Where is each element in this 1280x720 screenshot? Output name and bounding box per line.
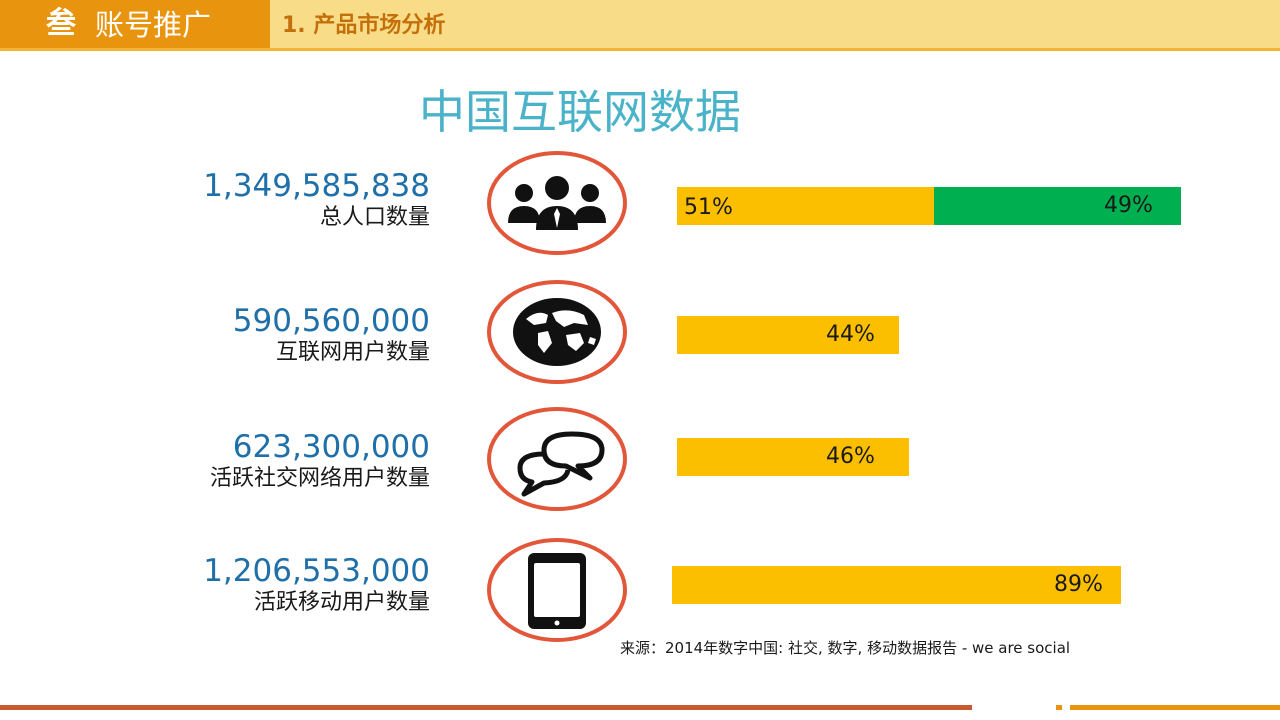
chart-title: 中国互联网数据 (419, 85, 741, 139)
bar-male-share (677, 187, 935, 225)
bar-label-44: 44% (826, 322, 875, 347)
header-left-block (0, 0, 270, 48)
stat-number: 1,206,553,000 (203, 553, 430, 589)
stat-number: 623,300,000 (232, 429, 430, 465)
bar-label-51: 51% (684, 195, 733, 220)
header-underline (0, 48, 1280, 51)
stat-number: 1,349,585,838 (203, 168, 430, 204)
bar-internet-share (677, 316, 899, 354)
bar-social-share (677, 438, 909, 476)
chat-bubbles-icon (487, 407, 627, 511)
bar-mobile-share (672, 566, 1121, 604)
stat-label: 总人口数量 (319, 205, 430, 230)
footer-line-right (1070, 705, 1280, 710)
stat-social-users: 623,300,000 活跃社交网络用户数量 (210, 429, 430, 493)
source-note: 来源：2014年数字中国: 社交, 数字, 移动数据报告 - we are so… (620, 639, 1071, 657)
bar-label-49: 49% (1104, 193, 1153, 218)
section-title: 账号推广 (95, 8, 212, 42)
header-right-block (270, 0, 1280, 48)
stat-label: 活跃移动用户数量 (253, 590, 430, 615)
stat-label: 互联网用户数量 (275, 340, 430, 365)
bar-female-share (934, 187, 1181, 225)
stat-mobile-users: 1,206,553,000 活跃移动用户数量 (203, 553, 430, 617)
header-bar: 叁 账号推广 1. 产品市场分析 (0, 0, 1280, 51)
stat-internet-users: 590,560,000 互联网用户数量 (233, 303, 430, 367)
bar-label-89: 89% (1054, 572, 1103, 597)
tablet-icon (487, 538, 627, 642)
stat-label: 活跃社交网络用户数量 (209, 466, 430, 491)
footer-dot (1056, 705, 1062, 710)
section-number: 叁 (46, 6, 76, 41)
footer-line (0, 705, 972, 710)
people-icon (487, 151, 627, 255)
stat-number: 590,560,000 (232, 303, 430, 339)
globe-icon (487, 280, 627, 384)
section-subtitle: 1. 产品市场分析 (282, 13, 446, 38)
stat-total-population: 1,349,585,838 总人口数量 (203, 168, 430, 232)
bar-label-46: 46% (826, 444, 875, 469)
